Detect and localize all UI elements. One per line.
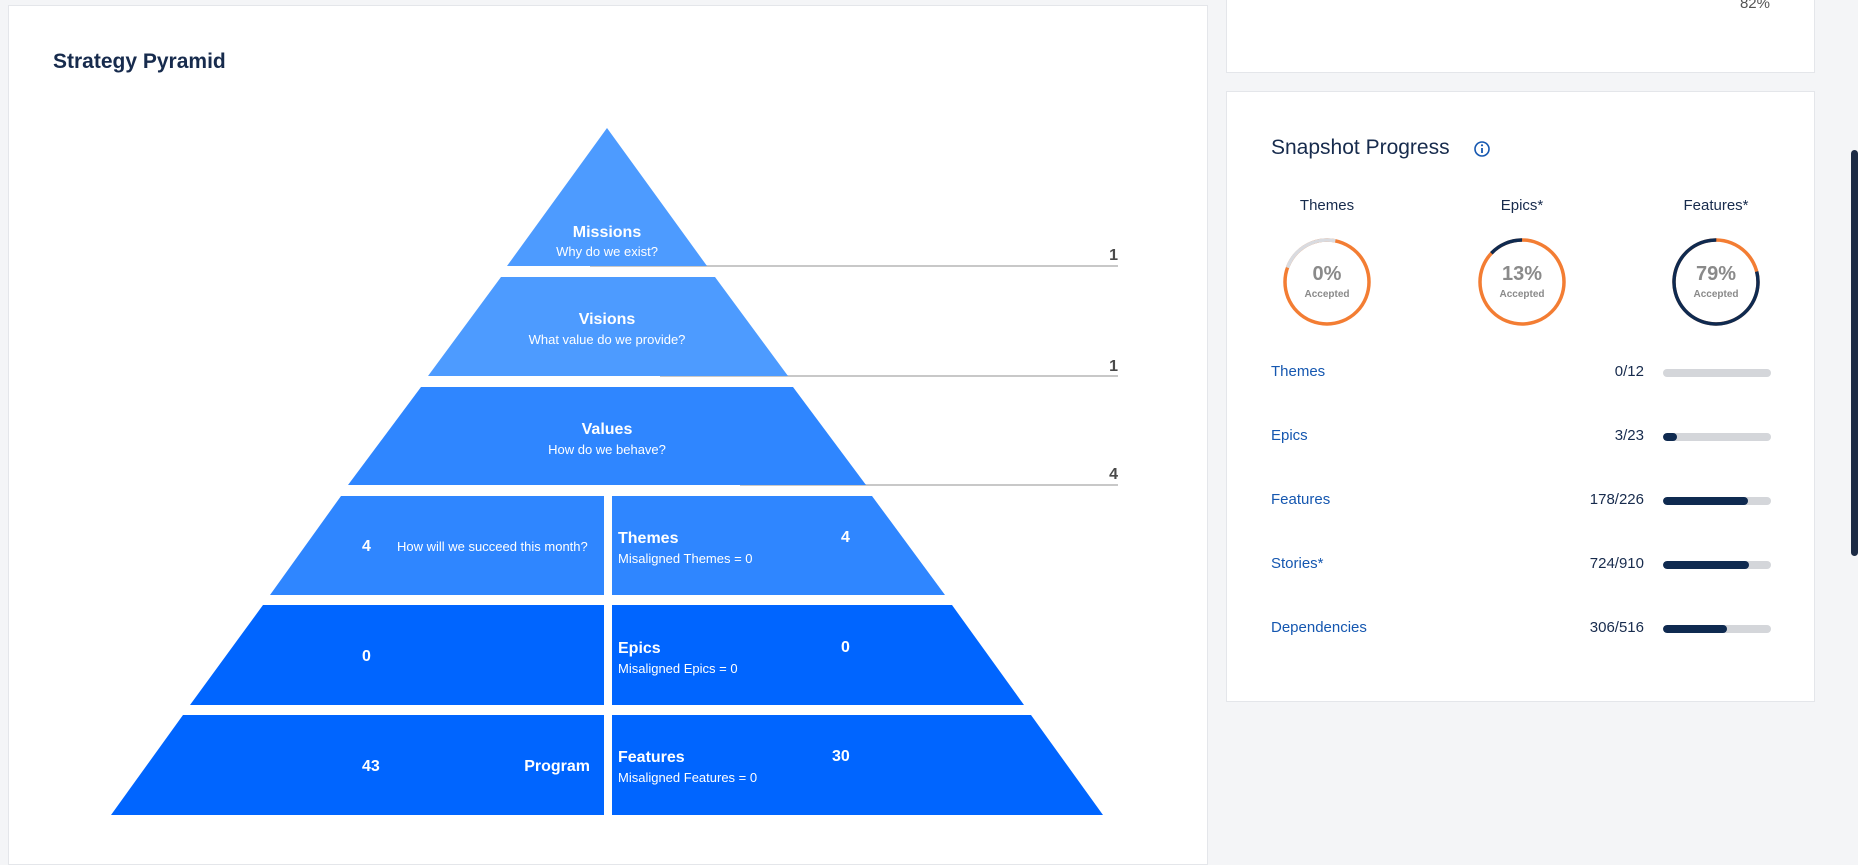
themes-misaligned: Misaligned Themes = 0: [618, 551, 753, 566]
snapshot-rings: 0% Accepted 13% Accepted 79% Accepted: [1283, 238, 1760, 326]
visions-label: Visions: [579, 311, 636, 328]
progress-row: Epics 3/23: [1271, 427, 1771, 447]
epics-left-tier[interactable]: [190, 605, 604, 705]
ring-label-epics: Epics*: [1500, 197, 1544, 214]
features-right-count: 30: [832, 748, 850, 765]
ring-themes: 0% Accepted: [1283, 238, 1371, 326]
progress-row: Themes 0/12: [1271, 363, 1771, 383]
top-metric-value: 82%: [1739, 0, 1770, 12]
ring-epics: 13% Accepted: [1478, 238, 1566, 326]
progress-bar-fill: [1663, 497, 1749, 505]
epics-left-count: 0: [362, 648, 371, 665]
epics-misaligned: Misaligned Epics = 0: [618, 661, 738, 676]
ring-percent-text: 0%: [1313, 263, 1342, 285]
ring-gap-arc: [1285, 238, 1336, 269]
progress-bar-fill: [1663, 433, 1678, 441]
ring-sub-text: Accepted: [1693, 289, 1738, 300]
progress-count: 724/910: [1589, 555, 1644, 572]
snapshot-title: Snapshot Progress: [1271, 136, 1450, 159]
epics-right-count: 0: [841, 639, 850, 656]
values-tier[interactable]: [348, 387, 866, 485]
progress-bar-fill: [1663, 625, 1727, 633]
ring-accepted-arc: [1672, 238, 1760, 326]
progress-count: 306/516: [1589, 619, 1644, 636]
values-question: How do we behave?: [548, 442, 666, 457]
progress-bar-fill: [1663, 561, 1750, 569]
progress-label-link[interactable]: Stories*: [1271, 555, 1324, 572]
themes-right-count: 4: [841, 529, 850, 546]
values-count: 4: [1109, 466, 1118, 483]
progress-bar: [1663, 433, 1771, 441]
features-label: Features: [618, 749, 685, 766]
progress-bar: [1663, 497, 1771, 505]
program-label: Program: [524, 758, 590, 775]
progress-bar: [1663, 369, 1771, 377]
ring-features: 79% Accepted: [1672, 238, 1760, 326]
features-left-tier[interactable]: [111, 715, 604, 815]
visions-count: 1: [1109, 358, 1118, 375]
ring-label-features: Features*: [1683, 197, 1749, 214]
themes-right-tier[interactable]: [612, 496, 945, 595]
missions-tier[interactable]: [507, 128, 707, 266]
ring-sub-text: Accepted: [1499, 289, 1544, 300]
progress-label-link[interactable]: Dependencies: [1271, 619, 1367, 636]
features-right-tier[interactable]: [612, 715, 1103, 815]
ring-label-themes: Themes: [1299, 197, 1355, 214]
progress-row: Dependencies 306/516: [1271, 619, 1771, 639]
progress-row: Stories* 724/910: [1271, 555, 1771, 575]
values-label: Values: [582, 421, 633, 438]
themes-left-count: 4: [362, 538, 371, 555]
missions-label: Missions: [573, 224, 642, 241]
snapshot-progress-card: Snapshot Progress Themes Epics* Features…: [1226, 91, 1815, 702]
missions-question: Why do we exist?: [556, 244, 658, 259]
top-metric-card: 82%: [1226, 0, 1815, 73]
progress-label-link[interactable]: Epics: [1271, 427, 1308, 444]
ring-percent-text: 79%: [1696, 263, 1736, 285]
progress-bar: [1663, 561, 1771, 569]
progress-label-link[interactable]: Features: [1271, 491, 1331, 508]
missions-count: 1: [1109, 247, 1118, 264]
progress-count: 3/23: [1614, 427, 1644, 444]
themes-label: Themes: [618, 530, 679, 547]
features-misaligned: Misaligned Features = 0: [618, 770, 757, 785]
progress-bar: [1663, 625, 1771, 633]
features-left-count: 43: [362, 758, 380, 775]
page-scrollbar[interactable]: [1851, 150, 1858, 556]
epics-right-tier[interactable]: [612, 605, 1024, 705]
pyramid-title: Strategy Pyramid: [53, 50, 226, 73]
info-icon[interactable]: [1473, 140, 1491, 158]
visions-question: What value do we provide?: [529, 332, 686, 347]
progress-count: 178/226: [1589, 491, 1644, 508]
themes-left-question: How will we succeed this month?: [397, 539, 588, 554]
ring-sub-text: Accepted: [1304, 289, 1349, 300]
epics-label: Epics: [618, 640, 661, 657]
visions-tier[interactable]: [428, 277, 788, 376]
progress-count: 0/12: [1614, 363, 1644, 380]
progress-label-link[interactable]: Themes: [1271, 363, 1326, 380]
themes-left-tier[interactable]: [270, 496, 604, 595]
progress-row: Features 178/226: [1271, 491, 1771, 511]
ring-percent-text: 13%: [1502, 263, 1542, 285]
